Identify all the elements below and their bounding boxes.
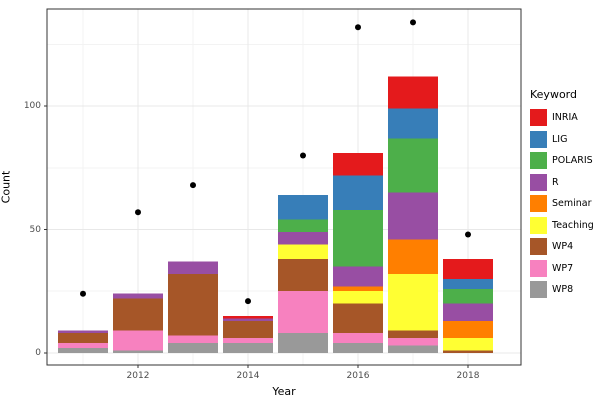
legend-title: Keyword [530, 88, 577, 101]
legend-label: WP4 [552, 241, 574, 252]
scatter-point [410, 19, 416, 26]
legend-entry: WP8 [530, 281, 594, 298]
bar-segment-inria [223, 315, 273, 319]
bar-segment-wp8 [333, 343, 383, 353]
legend-entry: Seminar [530, 195, 594, 212]
scatter-point [80, 290, 86, 297]
legend-key-swatch [530, 238, 547, 255]
y-tick-label: 100 [23, 101, 41, 112]
legend-entry: INRIA [530, 109, 594, 126]
bar-segment-polaris [388, 138, 438, 193]
bar-segment-r [388, 192, 438, 240]
legend-key-swatch [530, 259, 547, 277]
legend-label: POLARIS [552, 155, 593, 166]
x-tick-label: 2016 [346, 371, 370, 381]
legend-entry: LIG [530, 130, 594, 148]
legend-key-swatch [530, 173, 547, 191]
bar-segment-lig [333, 175, 383, 210]
bar-segment-wp4 [333, 303, 383, 334]
bar-segment-wp4 [278, 259, 328, 292]
scatter-point [190, 182, 196, 189]
bar-segment-r [113, 293, 163, 299]
bar-segment-inria [333, 153, 383, 176]
legend-label: R [552, 176, 559, 188]
bar-segment-seminar [443, 320, 493, 339]
legend-label: Teaching [552, 219, 594, 231]
bar-segment-wp4 [113, 298, 163, 331]
legend-label: INRIA [552, 112, 578, 123]
bar-segment-wp7 [333, 333, 383, 344]
scatter-point [300, 152, 306, 159]
legend-entries: INRIA LIG POLARIS R Seminar Teaching WP4 WP7 WP8 [530, 109, 594, 298]
bar-segment-r [58, 330, 108, 334]
x-tick-label: 2018 [456, 371, 480, 381]
bar-segment-wp8 [168, 343, 218, 353]
bar-segment-wp7 [278, 291, 328, 334]
bar-segment-inria [443, 259, 493, 279]
scatter-point [135, 209, 141, 216]
bar-segment-seminar [388, 239, 438, 274]
bar-segment-wp7 [168, 335, 218, 344]
legend-label: WP8 [552, 284, 574, 295]
bar-segment-wp7 [58, 343, 108, 348]
bar-segment-wp4 [168, 273, 218, 336]
legend-label: WP7 [552, 262, 574, 274]
bar-segment-r [223, 318, 273, 321]
bar-segment-wp7 [223, 338, 273, 344]
legend: Keyword INRIA LIG POLARIS R Seminar Teaching W… [530, 88, 594, 303]
bar-segment-wp7 [113, 330, 163, 351]
legend-key-swatch [530, 130, 547, 148]
scatter-point [465, 231, 471, 238]
legend-label: LIG [552, 133, 568, 145]
legend-entry: R [530, 173, 594, 191]
legend-key-swatch [530, 281, 547, 298]
bar-segment-teaching [388, 273, 438, 331]
bar-segment-wp8 [223, 343, 273, 353]
bar-segment-teaching [278, 244, 328, 260]
legend-entry: WP7 [530, 259, 594, 277]
bar-segment-r [333, 266, 383, 287]
legend-label: Seminar [552, 198, 592, 209]
scatter-point [245, 298, 251, 305]
bar-segment-r [443, 303, 493, 321]
bar-segment-wp8 [278, 333, 328, 353]
bar-segment-teaching [443, 338, 493, 351]
bar-segment-wp8 [58, 347, 108, 353]
legend-key-swatch [530, 195, 547, 212]
legend-key-swatch [530, 152, 547, 169]
x-axis-title: Year [272, 385, 296, 398]
panel-border [46, 8, 522, 366]
x-tick-label: 2012 [126, 371, 150, 381]
bar-segment-wp8 [113, 350, 163, 353]
bar-segment-lig [443, 278, 493, 289]
bar-segment-wp4 [223, 320, 273, 339]
bar-segment-polaris [443, 288, 493, 304]
bar-segment-seminar [333, 286, 383, 292]
bar-segment-lig [388, 108, 438, 139]
bar-segment-wp4 [388, 330, 438, 339]
y-axis-title: Count [0, 170, 13, 204]
y-tick-label: 50 [29, 224, 41, 235]
legend-key-swatch [530, 216, 547, 234]
bar-segment-polaris [278, 219, 328, 233]
legend-entry: Teaching [530, 216, 594, 234]
legend-key-swatch [530, 109, 547, 126]
bar-segment-wp8 [388, 345, 438, 353]
bar-segment-teaching [333, 291, 383, 304]
bar-segment-lig [278, 195, 328, 220]
x-tick-label: 2014 [236, 371, 260, 381]
bar-segment-polaris [333, 209, 383, 267]
bar-segment-wp4 [58, 333, 108, 344]
y-tick-label: 0 [35, 347, 41, 358]
bar-segment-inria [388, 76, 438, 109]
bar-segment-wp4 [443, 350, 493, 353]
legend-entry: POLARIS [530, 152, 594, 169]
bar-segment-r [278, 232, 328, 245]
bar-segment-r [168, 261, 218, 274]
scatter-point [355, 24, 361, 31]
legend-entry: WP4 [530, 238, 594, 255]
bar-segment-wp7 [388, 338, 438, 346]
